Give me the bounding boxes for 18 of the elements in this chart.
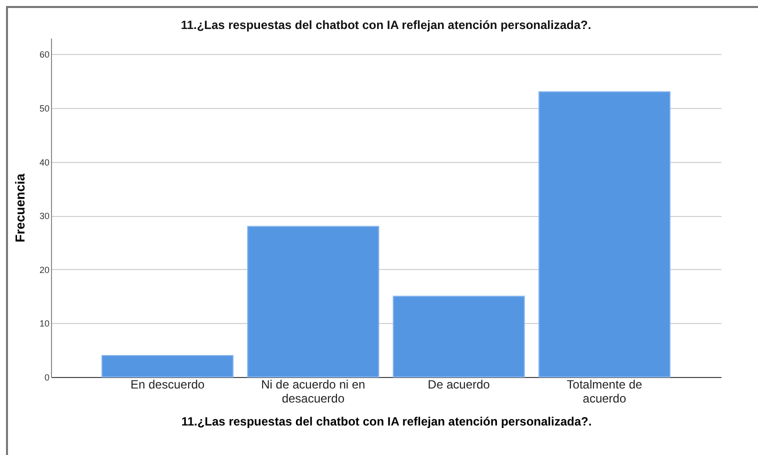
y-tick-label: 20 (39, 264, 50, 275)
x-tick-label: De acuerdo (428, 378, 490, 392)
bar (392, 296, 525, 378)
x-tick-label: En descuerdo (130, 378, 205, 392)
chart-title: 11.¿Las respuestas del chatbot con IA reflejan atención personalizada?. (180, 18, 592, 32)
y-tick-label: 40 (39, 157, 50, 168)
y-tick-label: 0 (44, 372, 50, 382)
x-tick-label: Totalmente de acuerdo (566, 378, 642, 406)
y-axis-title: Frecuencia (12, 172, 28, 242)
y-tick-label: 60 (39, 50, 50, 60)
bar (247, 226, 380, 378)
x-axis-title: 11.¿Las respuestas del chatbot con IA reflejan atención personalizada?. (181, 414, 592, 428)
y-tick-label: 50 (39, 103, 50, 114)
y-tick-label: 30 (39, 211, 50, 222)
x-tick-label: Ni de acuerdo ni en desacuerdo (261, 378, 366, 406)
bar (101, 354, 234, 378)
y-tick-label: 10 (39, 318, 50, 329)
bar (538, 91, 671, 378)
